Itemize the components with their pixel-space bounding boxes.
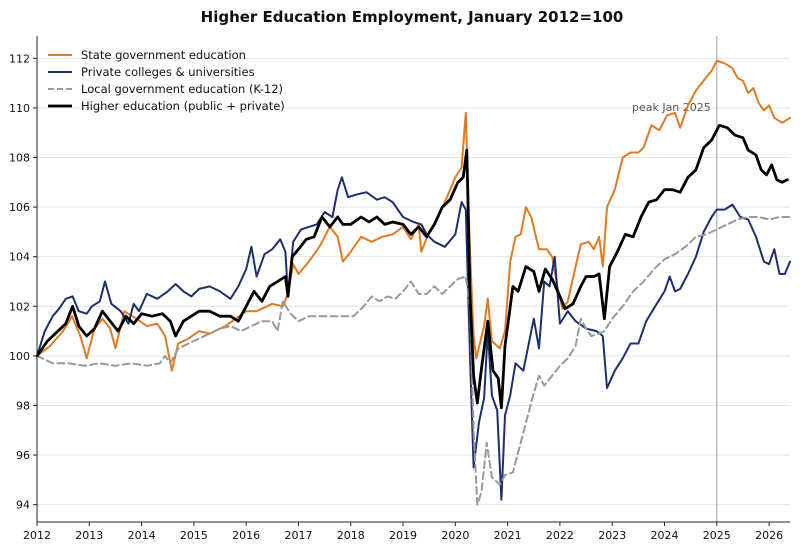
y-tick-label-102: 102 bbox=[9, 300, 30, 313]
x-tick-label-2017: 2017 bbox=[284, 529, 312, 542]
x-tick-label-2022: 2022 bbox=[546, 529, 574, 542]
x-tick-label-2020: 2020 bbox=[441, 529, 469, 542]
y-tick-label-98: 98 bbox=[16, 399, 30, 412]
y-tick-label-96: 96 bbox=[16, 449, 30, 462]
legend: State government education Private colleg… bbox=[48, 48, 285, 113]
legend-label-local-government-education-k-12: Local government education (K-12) bbox=[81, 82, 283, 96]
y-tick-label-100: 100 bbox=[9, 350, 30, 363]
series-line-local-government-education-k-12 bbox=[36, 216, 791, 506]
x-tick-label-2021: 2021 bbox=[494, 529, 522, 542]
series-lines bbox=[35, 59, 791, 506]
x-tick-label-2024: 2024 bbox=[651, 529, 679, 542]
x-tick-label-2012: 2012 bbox=[23, 529, 51, 542]
gridlines bbox=[37, 57, 790, 506]
y-tick-label-110: 110 bbox=[9, 102, 30, 115]
y-tick-label-106: 106 bbox=[9, 201, 30, 214]
legend-label-higher-education-public-private: Higher education (public + private) bbox=[81, 99, 285, 113]
legend-label-state-government-education: State government education bbox=[81, 48, 246, 62]
x-tick-label-2015: 2015 bbox=[180, 529, 208, 542]
x-tick-label-2026: 2026 bbox=[755, 529, 783, 542]
x-tick-label-2019: 2019 bbox=[389, 529, 417, 542]
y-tick-label-108: 108 bbox=[9, 152, 30, 165]
peak-annotation-label: peak Jan 2025 bbox=[632, 101, 711, 114]
series-line-state-government-education bbox=[36, 59, 791, 372]
series-line-higher-education-public-private bbox=[35, 123, 789, 410]
x-tick-label-2018: 2018 bbox=[337, 529, 365, 542]
x-tick-label-2023: 2023 bbox=[598, 529, 626, 542]
y-tick-label-104: 104 bbox=[9, 251, 30, 264]
x-tick-label-2013: 2013 bbox=[75, 529, 103, 542]
chart-title: Higher Education Employment, January 201… bbox=[201, 8, 624, 26]
series-line-private-colleges-universities bbox=[36, 176, 791, 501]
y-tick-label-94: 94 bbox=[16, 499, 30, 512]
x-tick-label-2014: 2014 bbox=[128, 529, 156, 542]
legend-label-private-colleges-universities: Private colleges & universities bbox=[81, 65, 255, 79]
y-tick-label-112: 112 bbox=[9, 52, 30, 65]
x-tick-label-2025: 2025 bbox=[703, 529, 731, 542]
x-tick-label-2016: 2016 bbox=[232, 529, 260, 542]
axes: 94 96 98 100 102 104 106 108 110 112 2012 2013 2014 2… bbox=[9, 36, 790, 542]
annotation-group: peak Jan 2025 bbox=[632, 36, 718, 522]
